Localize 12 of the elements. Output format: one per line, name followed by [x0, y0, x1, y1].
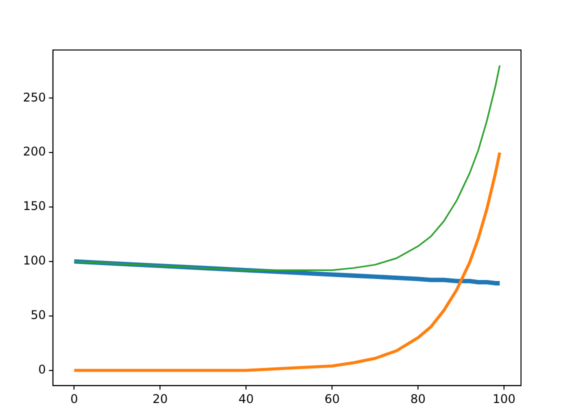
x-tick-label: 60: [324, 392, 340, 406]
y-tick-label: 0: [38, 362, 46, 376]
x-tick-label: 80: [410, 392, 426, 406]
x-tick-label: 40: [238, 392, 254, 406]
x-tick-label: 0: [70, 392, 78, 406]
y-tick-label: 150: [23, 199, 46, 214]
y-tick-label: 50: [30, 308, 46, 322]
y-tick-label: 250: [23, 90, 46, 104]
y-tick-label: 100: [23, 254, 46, 268]
x-tick-label: 20: [152, 392, 168, 406]
y-tick-label: 200: [23, 144, 46, 159]
x-tick-label: 100: [492, 392, 516, 406]
